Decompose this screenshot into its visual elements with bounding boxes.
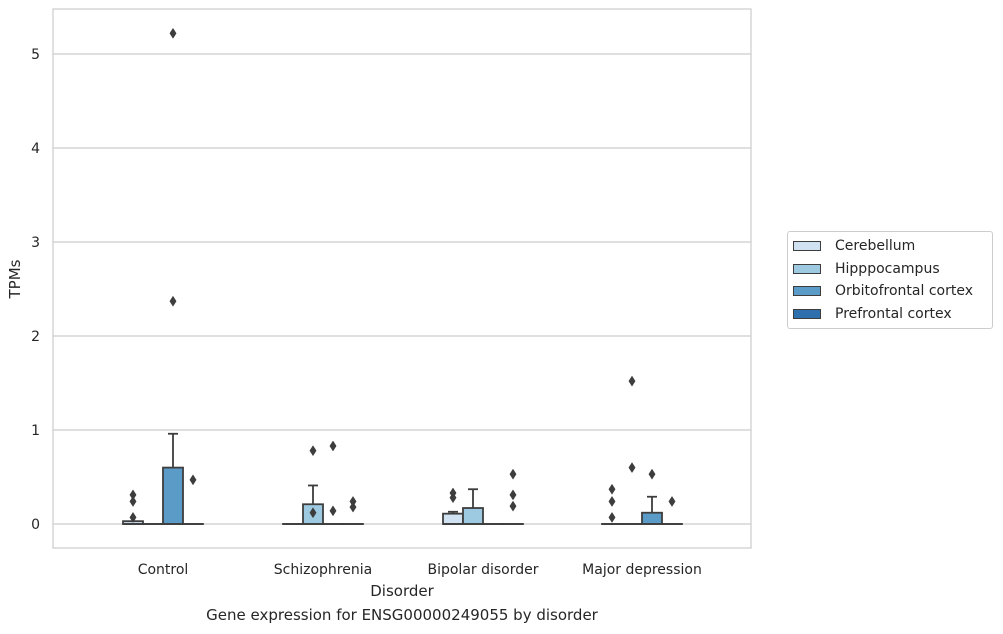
outlier-point xyxy=(329,440,337,452)
x-tick-label: Control xyxy=(138,562,189,578)
y-tick-label: 5 xyxy=(31,47,40,63)
box xyxy=(641,511,663,525)
x-axis-label: Disorder xyxy=(370,582,434,600)
outlier-point xyxy=(628,375,636,387)
outlier-point xyxy=(668,495,676,507)
legend: Cerebellum Hipppocampus Orbitofrontal cort… xyxy=(787,231,993,329)
y-tick-label: 1 xyxy=(31,423,40,439)
outlier-point xyxy=(509,468,517,480)
legend-item: Orbitofrontal cortex xyxy=(788,280,992,303)
outlier-point xyxy=(189,474,197,486)
x-tick-labels: Control Schizophrenia Bipolar disorder Majo… xyxy=(138,562,702,578)
x-tick-label: Schizophrenia xyxy=(274,562,372,578)
outlier-point xyxy=(349,501,357,513)
legend-swatch xyxy=(793,241,821,252)
outlier-point xyxy=(509,500,517,512)
outlier-point xyxy=(349,495,357,507)
outlier-point xyxy=(309,507,317,519)
legend-label: Hipppocampus xyxy=(835,260,940,277)
outlier-point xyxy=(309,445,317,457)
plot-frame xyxy=(52,8,752,549)
outlier-point xyxy=(129,489,137,501)
y-tick-label: 3 xyxy=(31,235,40,251)
boxes xyxy=(122,27,683,525)
outlier-point xyxy=(449,487,457,499)
outlier-point xyxy=(169,27,177,39)
legend-label: Prefrontal cortex xyxy=(835,305,952,322)
outlier-point xyxy=(129,511,137,523)
legend-label: Cerebellum xyxy=(835,238,916,255)
legend-item: Hipppocampus xyxy=(788,258,992,281)
outlier-point xyxy=(608,495,616,507)
x-tick-label: Bipolar disorder xyxy=(427,562,538,578)
y-tick-label: 2 xyxy=(31,329,40,345)
box xyxy=(462,507,484,525)
outlier-point xyxy=(608,483,616,495)
box xyxy=(162,466,184,525)
legend-swatch xyxy=(793,308,821,319)
outlier-point xyxy=(608,511,616,523)
outlier-point xyxy=(329,505,337,517)
legend-label: Orbitofrontal cortex xyxy=(835,283,973,300)
legend-item: Prefrontal cortex xyxy=(788,303,992,326)
outlier-point xyxy=(628,462,636,474)
y-tick-labels: 0 1 2 3 4 5 xyxy=(31,47,40,533)
y-tick-label: 0 xyxy=(31,517,40,533)
legend-swatch xyxy=(793,263,821,274)
outlier-point xyxy=(169,295,177,307)
chart-caption: Gene expression for ENSG00000249055 by d… xyxy=(206,606,598,624)
box xyxy=(442,512,464,525)
y-tick-label: 4 xyxy=(31,141,40,157)
legend-item: Cerebellum xyxy=(788,235,992,258)
outlier-point xyxy=(509,489,517,501)
grid-lines xyxy=(53,53,751,525)
legend-swatch xyxy=(793,286,821,297)
outlier-point xyxy=(129,495,137,507)
outlier-point xyxy=(648,468,656,480)
x-tick-label: Major depression xyxy=(582,562,702,578)
y-axis-label: TPMs xyxy=(6,259,24,299)
